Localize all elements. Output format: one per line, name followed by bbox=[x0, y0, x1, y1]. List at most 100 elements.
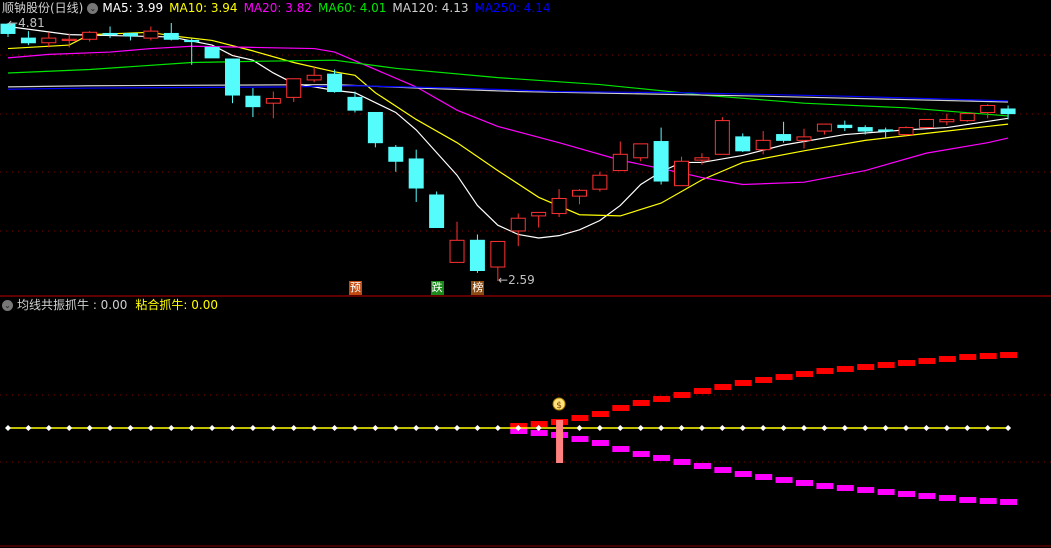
indicator2-label: 粘合抓牛: 0.00 bbox=[135, 298, 218, 312]
baseline-dot bbox=[229, 425, 236, 431]
baseline-dot bbox=[107, 425, 114, 431]
baseline-dot bbox=[576, 425, 583, 431]
lower-step bbox=[1000, 499, 1018, 505]
baseline-dot bbox=[188, 425, 195, 431]
baseline-dot bbox=[658, 425, 665, 431]
candle-up bbox=[959, 113, 975, 122]
baseline-dot bbox=[678, 425, 685, 431]
candle-down bbox=[776, 134, 792, 141]
baseline-dot bbox=[413, 425, 420, 431]
candle-down bbox=[367, 111, 383, 144]
upper-step bbox=[877, 362, 895, 368]
ma-legend: MA5: 3.99 MA10: 3.94 MA20: 3.82 MA60: 4.01 M… bbox=[102, 1, 550, 15]
candle-up bbox=[306, 74, 322, 81]
upper-step bbox=[795, 371, 813, 377]
baseline-dot bbox=[760, 425, 767, 431]
upper-step bbox=[693, 388, 711, 394]
upper-step bbox=[734, 380, 752, 386]
candle-up bbox=[816, 123, 832, 132]
ma-legend-item: MA60: 4.01 bbox=[318, 1, 387, 15]
baseline-dot bbox=[943, 425, 950, 431]
candle-down bbox=[347, 96, 363, 111]
candle-down bbox=[0, 23, 16, 34]
candle-down bbox=[20, 37, 36, 44]
candle-down bbox=[327, 73, 343, 93]
lower-step bbox=[816, 483, 834, 489]
upper-step bbox=[673, 392, 691, 398]
candle-up bbox=[531, 211, 547, 217]
upper-step bbox=[591, 411, 609, 417]
lower-step bbox=[530, 430, 548, 436]
lower-step bbox=[734, 471, 752, 477]
baseline-dot bbox=[127, 425, 134, 431]
lower-step bbox=[938, 495, 956, 501]
upper-step bbox=[775, 374, 793, 380]
ma-legend-item: MA120: 4.13 bbox=[392, 1, 469, 15]
candle-down bbox=[857, 127, 873, 132]
candle-up bbox=[265, 98, 281, 104]
upper-step bbox=[530, 421, 548, 427]
chevron-down-icon[interactable]: ⌄ bbox=[87, 2, 99, 14]
candle-down bbox=[653, 141, 669, 182]
baseline-dot bbox=[780, 425, 787, 431]
money-bag-icon bbox=[552, 397, 566, 411]
candle-down bbox=[122, 32, 138, 37]
baseline-dot bbox=[290, 425, 297, 431]
lower-step bbox=[693, 463, 711, 469]
upper-step bbox=[816, 368, 834, 374]
baseline-dot bbox=[903, 425, 910, 431]
candle-up bbox=[286, 78, 302, 98]
candle-down bbox=[429, 194, 445, 229]
baseline-dot bbox=[923, 425, 930, 431]
upper-step bbox=[938, 356, 956, 362]
lower-step bbox=[775, 477, 793, 483]
candle-up bbox=[633, 143, 649, 159]
candle-down bbox=[735, 136, 751, 152]
candle-up bbox=[490, 240, 506, 268]
upper-step bbox=[918, 358, 936, 364]
baseline-dot bbox=[1005, 425, 1012, 431]
lower-step bbox=[979, 498, 997, 504]
candle-up bbox=[714, 120, 730, 155]
indicator-header: ⌄ 均线共振抓牛 : 0.00 粘合抓牛: 0.00 bbox=[2, 298, 218, 312]
lower-step bbox=[673, 459, 691, 465]
baseline-dot bbox=[698, 425, 705, 431]
upper-step bbox=[714, 384, 732, 390]
upper-step bbox=[571, 415, 589, 421]
candle-down bbox=[225, 58, 241, 96]
lower-step bbox=[959, 497, 977, 503]
baseline-dot bbox=[45, 425, 52, 431]
baseline-dot bbox=[821, 425, 828, 431]
candle-down bbox=[837, 124, 853, 129]
ma-line-ma250 bbox=[7, 85, 1009, 102]
candle-down bbox=[102, 32, 118, 36]
baseline-dot bbox=[351, 425, 358, 431]
baseline-dot bbox=[311, 425, 318, 431]
ma-legend-item: MA250: 4.14 bbox=[474, 1, 551, 15]
candle-up bbox=[510, 217, 526, 232]
baseline-dot bbox=[209, 425, 216, 431]
lower-step bbox=[571, 436, 589, 442]
upper-step bbox=[857, 364, 875, 370]
candle-up bbox=[449, 239, 465, 263]
candle-down bbox=[204, 46, 220, 59]
candle-up bbox=[898, 127, 914, 136]
baseline-dot bbox=[515, 425, 522, 431]
lower-step bbox=[857, 487, 875, 493]
baseline-dot bbox=[862, 425, 869, 431]
stock-title: 顺钠股份(日线) bbox=[2, 1, 84, 15]
lower-step bbox=[714, 467, 732, 473]
baseline-dot bbox=[372, 425, 379, 431]
lower-step bbox=[755, 474, 773, 480]
baseline-dot bbox=[66, 425, 73, 431]
candle-up bbox=[796, 136, 812, 141]
candle-up bbox=[612, 153, 628, 172]
money-bag-symbol: $ bbox=[556, 401, 562, 411]
chevron-down-icon[interactable]: ⌄ bbox=[2, 299, 13, 311]
baseline-dot bbox=[494, 425, 501, 431]
lower-step bbox=[632, 451, 650, 457]
ma-legend-item: MA10: 3.94 bbox=[169, 1, 238, 15]
candle-down bbox=[1000, 108, 1016, 115]
candle-down bbox=[878, 129, 894, 132]
